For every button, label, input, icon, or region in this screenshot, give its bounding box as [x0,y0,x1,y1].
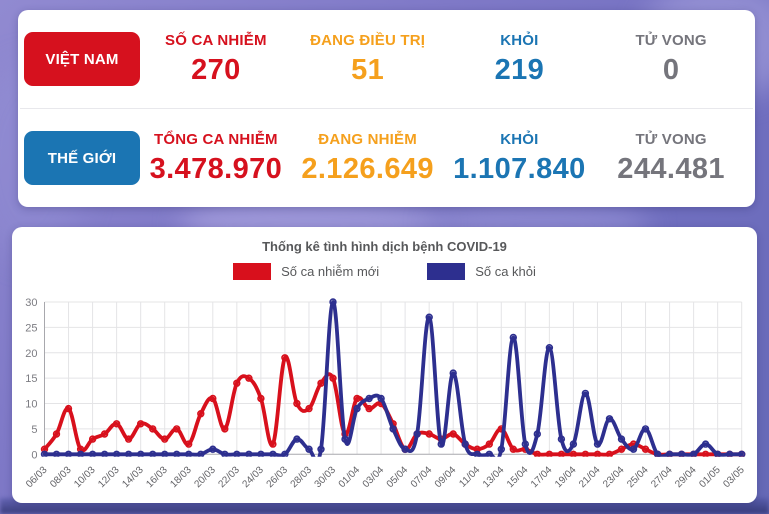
world-row: THẾ GIỚI TỔNG CA NHIỄM 3.478.970 ĐANG NH… [18,109,755,207]
vietnam-row: VIỆT NAM SỐ CA NHIỄM 270 ĐANG ĐIỀU TRỊ 5… [18,10,755,108]
svg-text:10/03: 10/03 [72,464,98,490]
stat-value: 51 [351,53,385,86]
stat-label: TỬ VONG [635,130,707,148]
world-stats: TỔNG CA NHIỄM 3.478.970 ĐANG NHIỄM 2.126… [140,131,747,186]
legend-swatch-recovered [427,263,466,280]
svg-text:30: 30 [25,297,37,309]
svg-text:20: 20 [25,348,37,360]
svg-text:03/04: 03/04 [361,464,387,490]
stat-value: 0 [662,53,680,86]
svg-text:14/03: 14/03 [120,464,146,490]
svg-text:27/04: 27/04 [649,464,675,490]
svg-text:21/04: 21/04 [577,464,603,490]
svg-text:26/03: 26/03 [265,464,291,490]
svg-text:10: 10 [25,399,37,411]
stat-label: TỬ VONG [635,31,707,49]
vietnam-stats: SỐ CA NHIỄM 270 ĐANG ĐIỀU TRỊ 51 KHỎI 21… [140,32,747,87]
svg-text:20/03: 20/03 [192,464,218,490]
svg-text:25/04: 25/04 [625,464,651,490]
svg-text:11/04: 11/04 [457,464,482,489]
chart-panel: 0 5 10 15 20 25 30 06/03 08/03 10/03 12/03 14/03 16/… [12,227,757,503]
svg-text:25: 25 [25,322,37,334]
stat-vn-deaths: TỬ VONG 0 [595,32,747,87]
stat-label: ĐANG NHIỄM [318,130,417,148]
stat-value: 1.107.840 [453,152,586,185]
svg-text:01/04: 01/04 [337,464,363,490]
svg-text:08/03: 08/03 [48,464,74,490]
vietnam-badge[interactable]: VIỆT NAM [24,32,140,86]
stat-vn-under-treatment: ĐANG ĐIỀU TRỊ 51 [292,32,444,87]
svg-text:5: 5 [31,424,37,436]
legend-swatch-new-cases [233,263,272,280]
svg-text:28/03: 28/03 [289,464,315,490]
stat-value: 244.481 [617,152,725,185]
svg-text:09/04: 09/04 [433,464,459,490]
chart-legend: Số ca nhiễm mới Số ca khỏi [12,263,757,280]
svg-text:12/03: 12/03 [96,464,122,490]
stat-label: KHỎI [500,31,539,49]
world-badge[interactable]: THẾ GIỚI [24,131,140,185]
svg-text:22/03: 22/03 [216,464,242,490]
svg-text:23/04: 23/04 [601,464,627,490]
svg-text:06/03: 06/03 [24,464,50,490]
svg-text:05/04: 05/04 [385,464,411,490]
svg-text:17/04: 17/04 [529,464,555,490]
stat-world-total: TỔNG CA NHIỄM 3.478.970 [140,131,292,186]
legend-label-recovered: Số ca khỏi [475,264,536,279]
svg-text:0: 0 [31,449,37,461]
stat-world-recovered: KHỎI 1.107.840 [444,131,596,186]
svg-text:15: 15 [25,373,37,385]
svg-text:13/04: 13/04 [481,464,507,490]
stat-value: 2.126.649 [301,152,434,185]
legend-label-new-cases: Số ca nhiễm mới [281,264,380,279]
stat-vn-recovered: KHỎI 219 [444,32,596,87]
svg-text:29/04: 29/04 [673,464,699,490]
svg-text:03/05: 03/05 [721,464,747,490]
stats-panel: VIỆT NAM SỐ CA NHIỄM 270 ĐANG ĐIỀU TRỊ 5… [18,10,755,207]
stat-value: 3.478.970 [149,152,283,185]
svg-text:19/04: 19/04 [553,464,579,490]
stat-world-deaths: TỬ VONG 244.481 [595,131,747,186]
svg-text:15/04: 15/04 [505,464,531,490]
stat-label: TỔNG CA NHIỄM [154,130,278,148]
chart-title: Thống kê tình hình dịch bệnh COVID-19 [262,239,507,254]
stat-world-active: ĐANG NHIỄM 2.126.649 [292,131,444,186]
stat-value: 270 [191,53,241,86]
svg-text:30/03: 30/03 [313,464,339,490]
row-divider [20,108,753,109]
stat-value: 219 [494,53,545,86]
covid-line-chart: 0 5 10 15 20 25 30 06/0308/0310/0312/0314/0316/… [24,297,747,490]
svg-text:07/04: 07/04 [409,464,435,490]
svg-text:18/03: 18/03 [168,464,194,490]
stat-vn-infected: SỐ CA NHIỄM 270 [140,32,292,87]
stat-label: SỐ CA NHIỄM [165,31,267,49]
svg-text:01/05: 01/05 [697,464,723,490]
svg-text:16/03: 16/03 [144,464,170,490]
svg-text:24/03: 24/03 [241,464,267,490]
stat-label: ĐANG ĐIỀU TRỊ [310,31,426,49]
stat-label: KHỎI [500,130,539,148]
